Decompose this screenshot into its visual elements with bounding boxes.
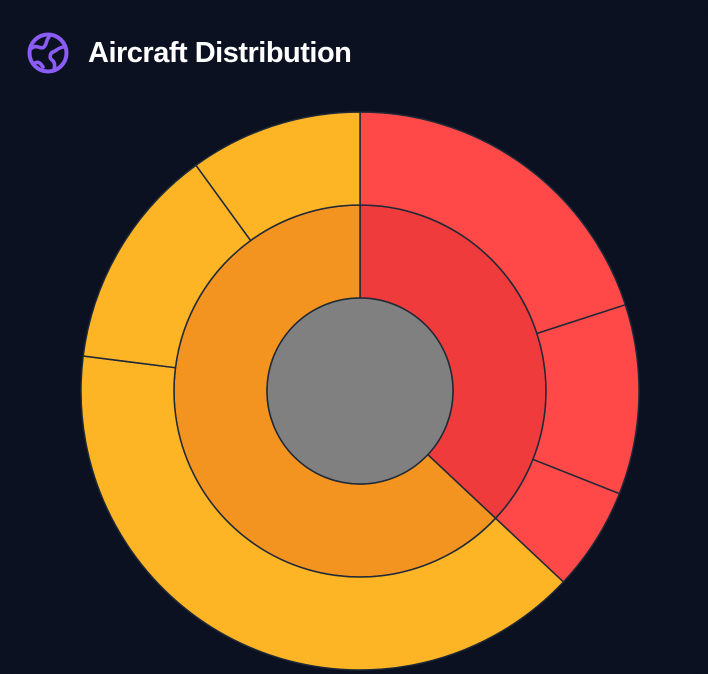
outer-segment-2-3[interactable]	[194, 111, 361, 242]
outer-segment-1-1[interactable]	[359, 111, 627, 335]
chart-header: Aircraft Distribution	[26, 30, 352, 76]
outer-segment-2-1[interactable]	[80, 355, 565, 671]
chart-title: Aircraft Distribution	[88, 36, 352, 69]
center-circle[interactable]	[266, 297, 454, 485]
globe-icon	[27, 32, 69, 74]
